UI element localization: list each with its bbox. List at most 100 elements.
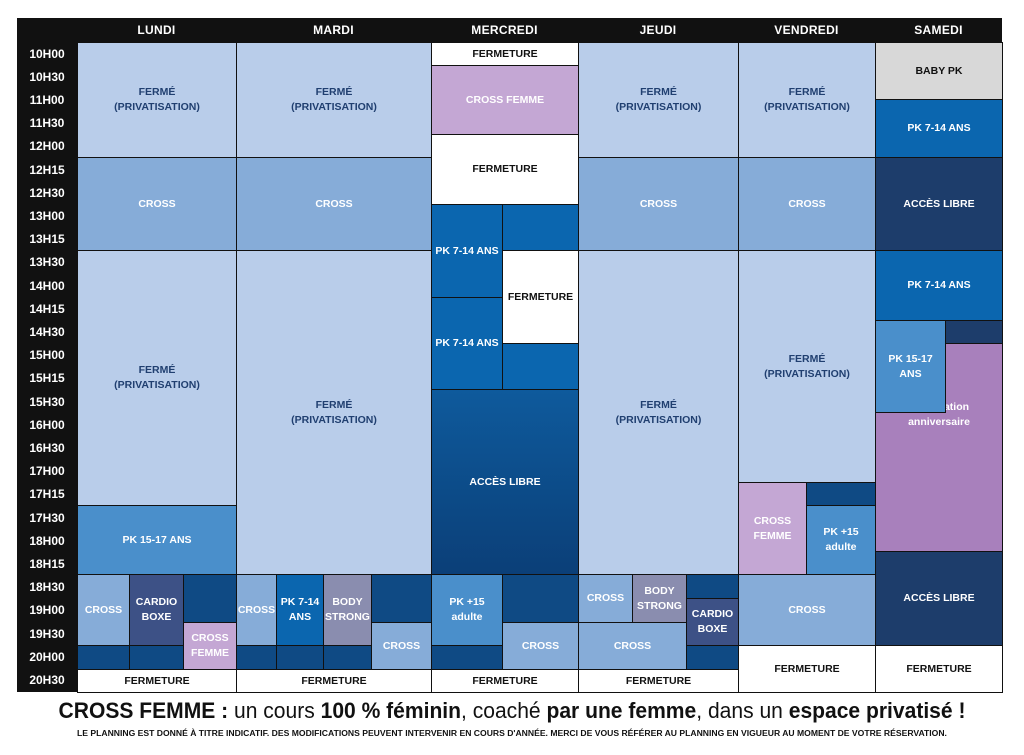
time-label: 16H00 bbox=[29, 417, 65, 432]
day-header-vendredi: VENDREDI bbox=[774, 23, 839, 37]
time-label: 13H00 bbox=[29, 208, 65, 223]
tagline-part: 100 % féminin bbox=[320, 698, 462, 723]
slot-pk-7-14-ans: PK 7-14 ANS bbox=[875, 99, 1003, 158]
time-label: 14H00 bbox=[29, 278, 65, 293]
cross-femme-tagline: CROSS FEMME : un cours 100 % féminin, co… bbox=[22, 698, 1002, 724]
time-label: 15H00 bbox=[29, 348, 65, 363]
time-label: 12H30 bbox=[29, 185, 65, 200]
time-label: 19H00 bbox=[29, 603, 65, 618]
slot-acces-libre: ACCÈS LIBRE bbox=[875, 551, 1003, 646]
day-header-mardi: MARDI bbox=[313, 23, 354, 37]
time-label: 14H30 bbox=[29, 324, 65, 339]
time-label: 20H00 bbox=[29, 649, 65, 664]
time-label: 17H30 bbox=[29, 510, 65, 525]
day-header-jeudi: JEUDI bbox=[639, 23, 677, 37]
slot-body-strong: BODY STRONG bbox=[632, 574, 687, 623]
day-header-samedi: SAMEDI bbox=[914, 23, 963, 37]
time-label: 12H15 bbox=[29, 162, 65, 177]
slot-empty bbox=[806, 482, 876, 506]
time-label: 13H15 bbox=[29, 232, 65, 247]
slot-cross: CROSS bbox=[371, 622, 432, 670]
slot-cross: CROSS bbox=[578, 622, 687, 670]
slot-empty bbox=[129, 645, 184, 670]
slot-empty bbox=[686, 574, 739, 599]
slot-fermeture: FERMETURE bbox=[738, 645, 876, 693]
slot-empty bbox=[686, 645, 739, 670]
slot-acces-libre: ACCÈS LIBRE bbox=[875, 157, 1003, 251]
slot-fermeture: FERMETURE bbox=[502, 250, 579, 344]
slot-fermeture: FERMETURE bbox=[431, 134, 579, 205]
slot-cross-femme: CROSS FEMME bbox=[183, 622, 237, 670]
slot-ferme-privatisation: FERMÉ (PRIVATISATION) bbox=[578, 42, 739, 158]
slot-cardio-boxe: CARDIO BOXE bbox=[129, 574, 184, 646]
slot-ferme-privatisation: FERMÉ (PRIVATISATION) bbox=[236, 42, 432, 158]
slot-empty bbox=[502, 204, 579, 251]
disclaimer: LE PLANNING EST DONNÉ À TITRE INDICATIF.… bbox=[77, 728, 947, 738]
slot-pk-15-17-ans: PK 15-17 ANS bbox=[875, 320, 946, 413]
time-label: 12H00 bbox=[29, 139, 65, 154]
time-label: 14H15 bbox=[29, 301, 65, 316]
tagline-part: par une femme bbox=[546, 698, 697, 723]
slot-cross: CROSS bbox=[738, 574, 876, 646]
slot-cross: CROSS bbox=[77, 157, 237, 251]
slot-ferme-privatisation: FERMÉ (PRIVATISATION) bbox=[236, 250, 432, 575]
slot-ferme-privatisation: FERMÉ (PRIVATISATION) bbox=[738, 250, 876, 483]
time-label: 11H30 bbox=[29, 116, 65, 131]
slot-ferme-privatisation: FERMÉ (PRIVATISATION) bbox=[77, 250, 237, 506]
slot-cross: CROSS bbox=[77, 574, 130, 646]
slot-fermeture: FERMETURE bbox=[431, 669, 579, 693]
slot-pk-15-adulte: PK +15 adulte bbox=[806, 505, 876, 575]
slot-cross: CROSS bbox=[236, 574, 277, 646]
slot-empty bbox=[276, 645, 324, 670]
slot-acces-libre: ACCÈS LIBRE bbox=[431, 389, 579, 575]
slot-empty bbox=[502, 343, 579, 390]
slot-empty bbox=[431, 645, 503, 670]
slot-fermeture: FERMETURE bbox=[236, 669, 432, 693]
slot-ferme-privatisation: FERMÉ (PRIVATISATION) bbox=[77, 42, 237, 158]
day-header-mercredi: MERCREDI bbox=[471, 23, 538, 37]
slot-cardio-boxe: CARDIO BOXE bbox=[686, 598, 739, 646]
time-label: 18H00 bbox=[29, 533, 65, 548]
time-label: 20H30 bbox=[29, 672, 65, 687]
time-label: 18H30 bbox=[29, 580, 65, 595]
slot-ferme-privatisation: FERMÉ (PRIVATISATION) bbox=[578, 250, 739, 575]
slot-fermeture: FERMETURE bbox=[431, 42, 579, 66]
slot-cross: CROSS bbox=[578, 157, 739, 251]
time-label: 19H30 bbox=[29, 626, 65, 641]
time-label: 11H00 bbox=[29, 92, 65, 107]
slot-pk-7-14-ans: PK 7-14 ANS bbox=[431, 204, 503, 298]
slot-pk-15-adulte: PK +15 adulte bbox=[431, 574, 503, 646]
slot-empty bbox=[945, 320, 1003, 344]
tagline-part: , dans un bbox=[696, 698, 789, 723]
tagline-part: , coaché bbox=[461, 698, 547, 723]
slot-empty bbox=[502, 574, 579, 623]
slot-ferme-privatisation: FERMÉ (PRIVATISATION) bbox=[738, 42, 876, 158]
slot-pk-7-14-ans: PK 7-14 ANS bbox=[276, 574, 324, 646]
slot-fermeture: FERMETURE bbox=[875, 645, 1003, 693]
time-label: 17H00 bbox=[29, 464, 65, 479]
slot-cross-femme: CROSS FEMME bbox=[431, 65, 579, 135]
slot-empty bbox=[236, 645, 277, 670]
slot-body-strong: BODY STRONG bbox=[323, 574, 372, 646]
tagline-part: CROSS FEMME : bbox=[58, 698, 229, 723]
slot-cross: CROSS bbox=[738, 157, 876, 251]
slot-cross-femme: CROSS FEMME bbox=[738, 482, 807, 575]
slot-fermeture: FERMETURE bbox=[77, 669, 237, 693]
slot-cross: CROSS bbox=[236, 157, 432, 251]
time-label: 15H30 bbox=[29, 394, 65, 409]
slot-cross: CROSS bbox=[578, 574, 633, 623]
day-header-lundi: LUNDI bbox=[137, 23, 176, 37]
slot-empty bbox=[323, 645, 372, 670]
time-label: 10H00 bbox=[29, 46, 65, 61]
slot-empty bbox=[77, 645, 130, 670]
slot-empty bbox=[183, 574, 237, 623]
slot-pk-15-17-ans: PK 15-17 ANS bbox=[77, 505, 237, 575]
tagline-part: espace privatisé ! bbox=[788, 698, 966, 723]
time-label: 15H15 bbox=[29, 371, 65, 386]
tagline-part: un cours bbox=[228, 698, 321, 723]
slot-baby-pk: BABY PK bbox=[875, 42, 1003, 100]
time-label: 18H15 bbox=[29, 556, 65, 571]
time-label: 10H30 bbox=[29, 69, 65, 84]
slot-fermeture: FERMETURE bbox=[578, 669, 739, 693]
time-label: 17H15 bbox=[29, 487, 65, 502]
